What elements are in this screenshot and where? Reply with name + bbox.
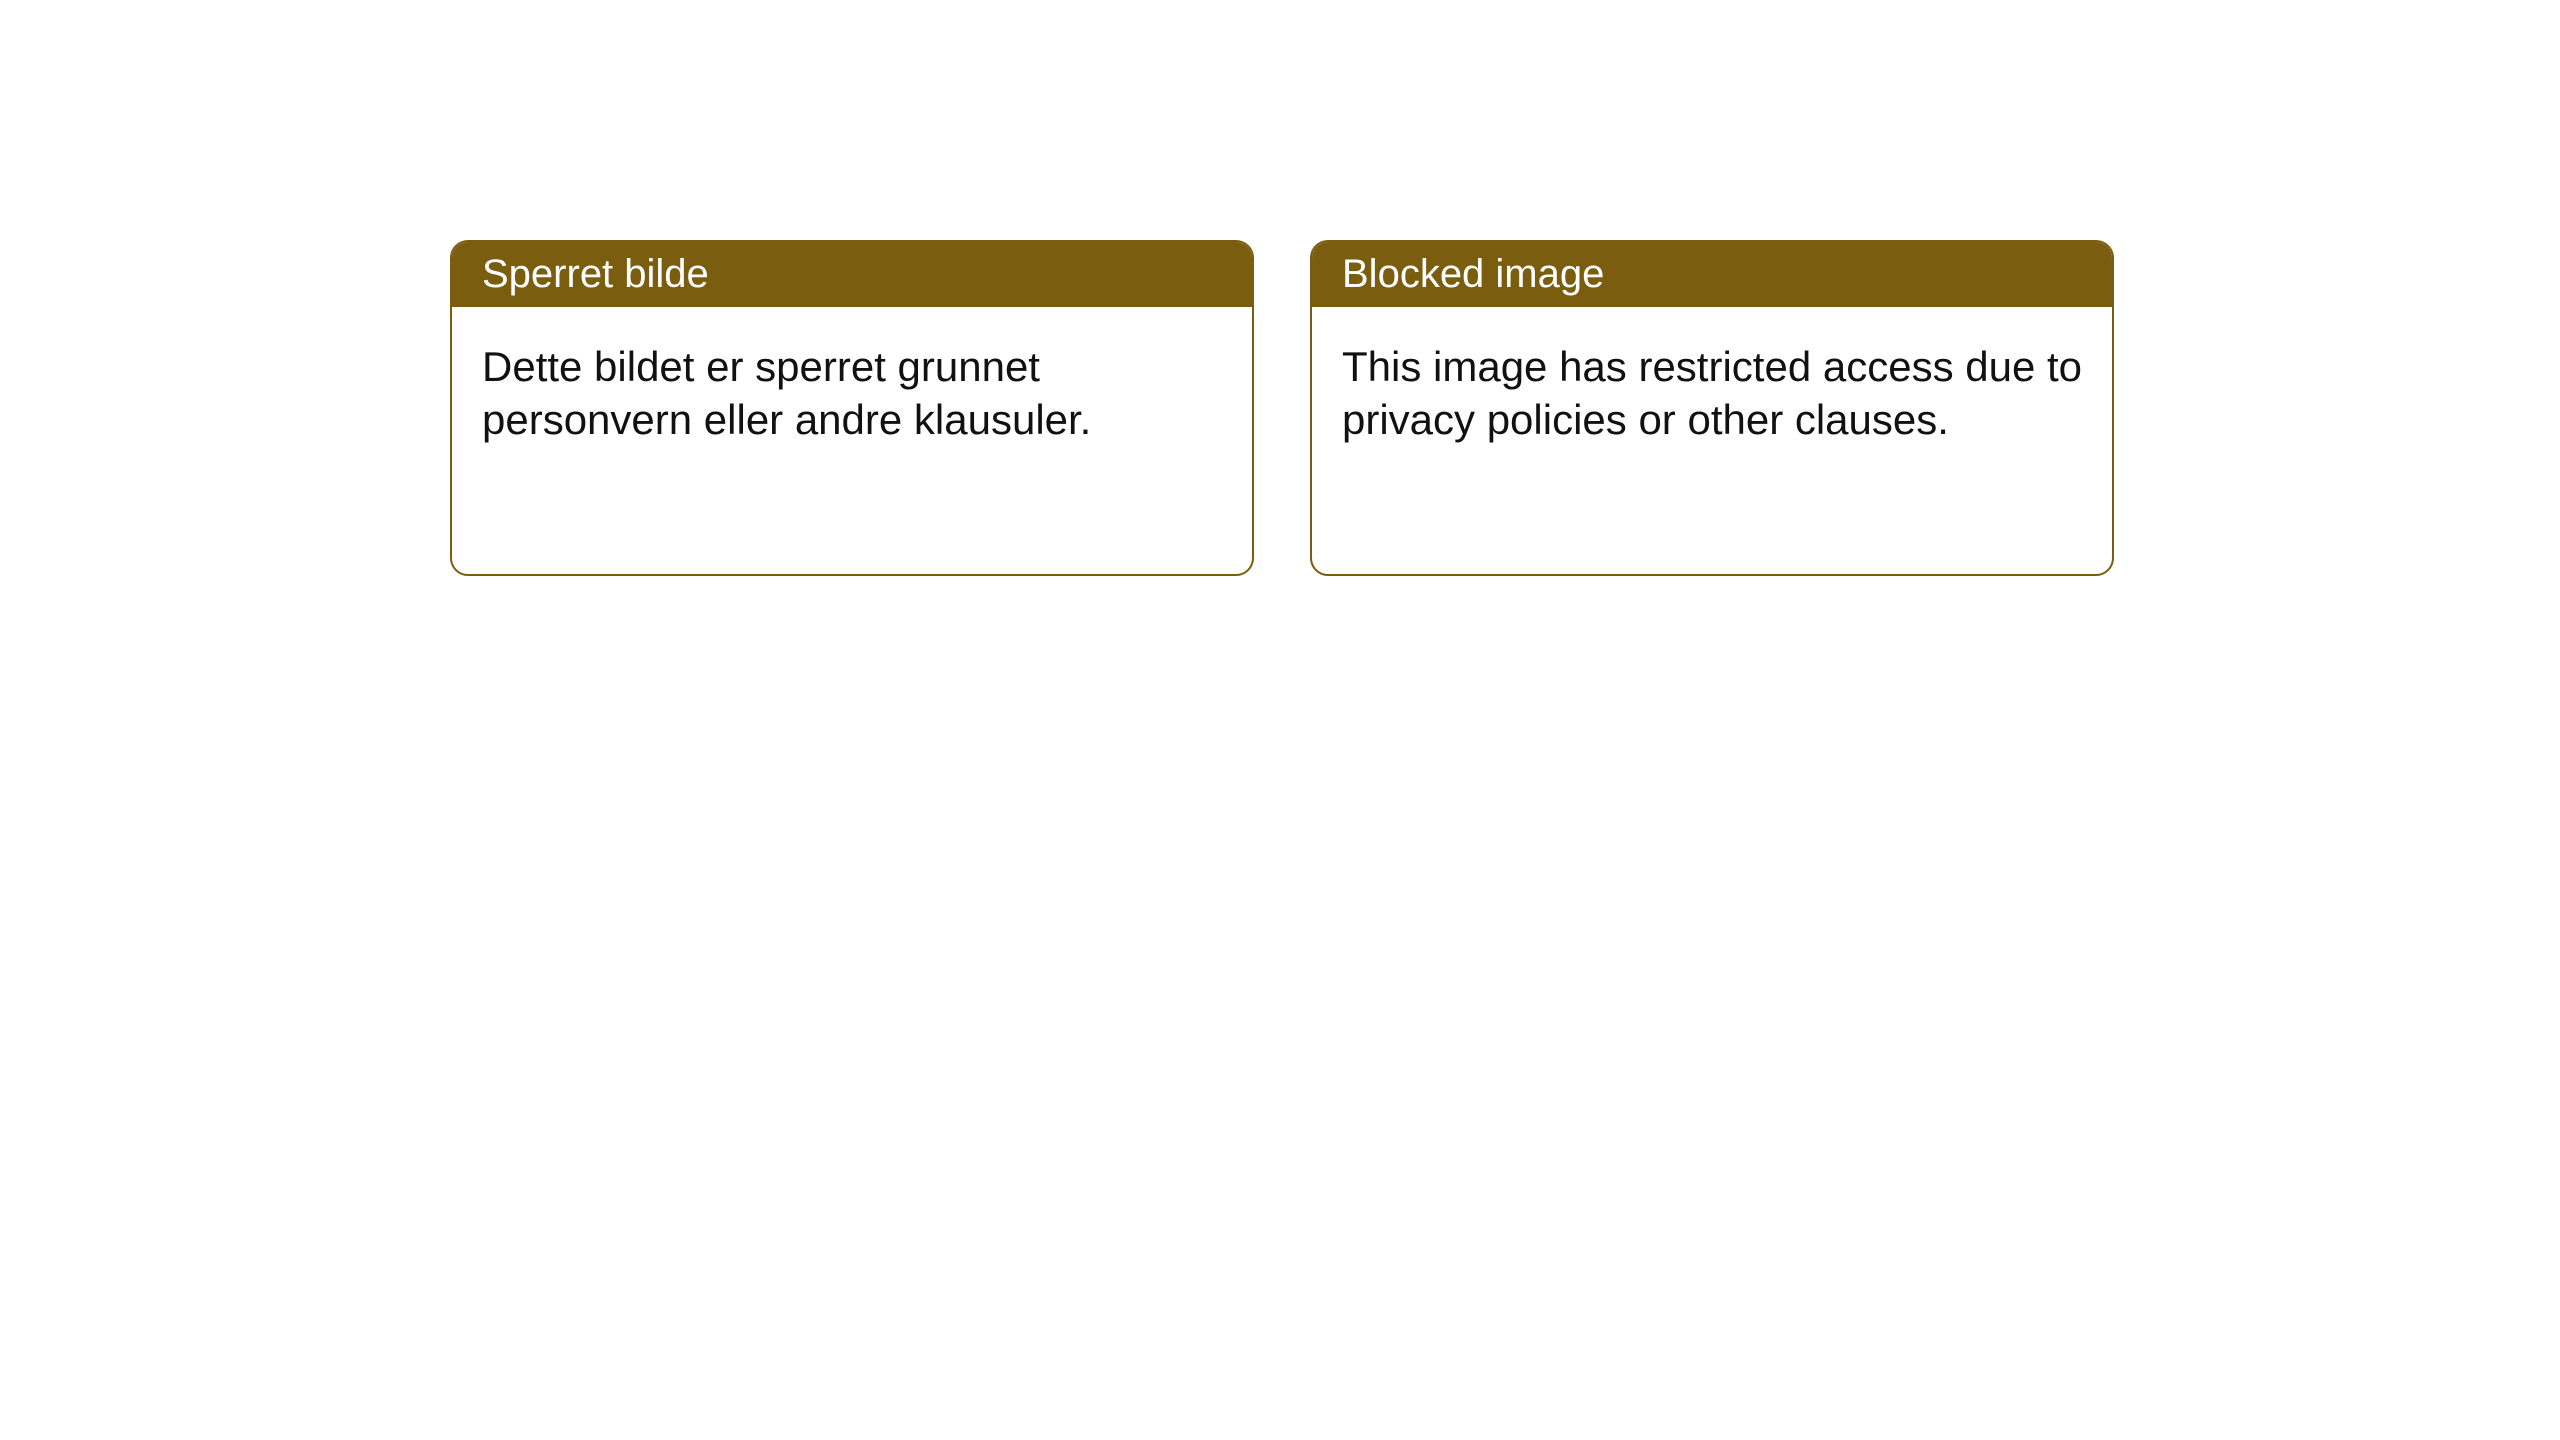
notice-body: This image has restricted access due to … [1312, 307, 2112, 480]
notice-body: Dette bildet er sperret grunnet personve… [452, 307, 1252, 480]
notice-card-norwegian: Sperret bilde Dette bildet er sperret gr… [450, 240, 1254, 576]
notice-title: Blocked image [1312, 242, 2112, 307]
notice-title: Sperret bilde [452, 242, 1252, 307]
notice-card-english: Blocked image This image has restricted … [1310, 240, 2114, 576]
notice-container: Sperret bilde Dette bildet er sperret gr… [450, 240, 2114, 576]
